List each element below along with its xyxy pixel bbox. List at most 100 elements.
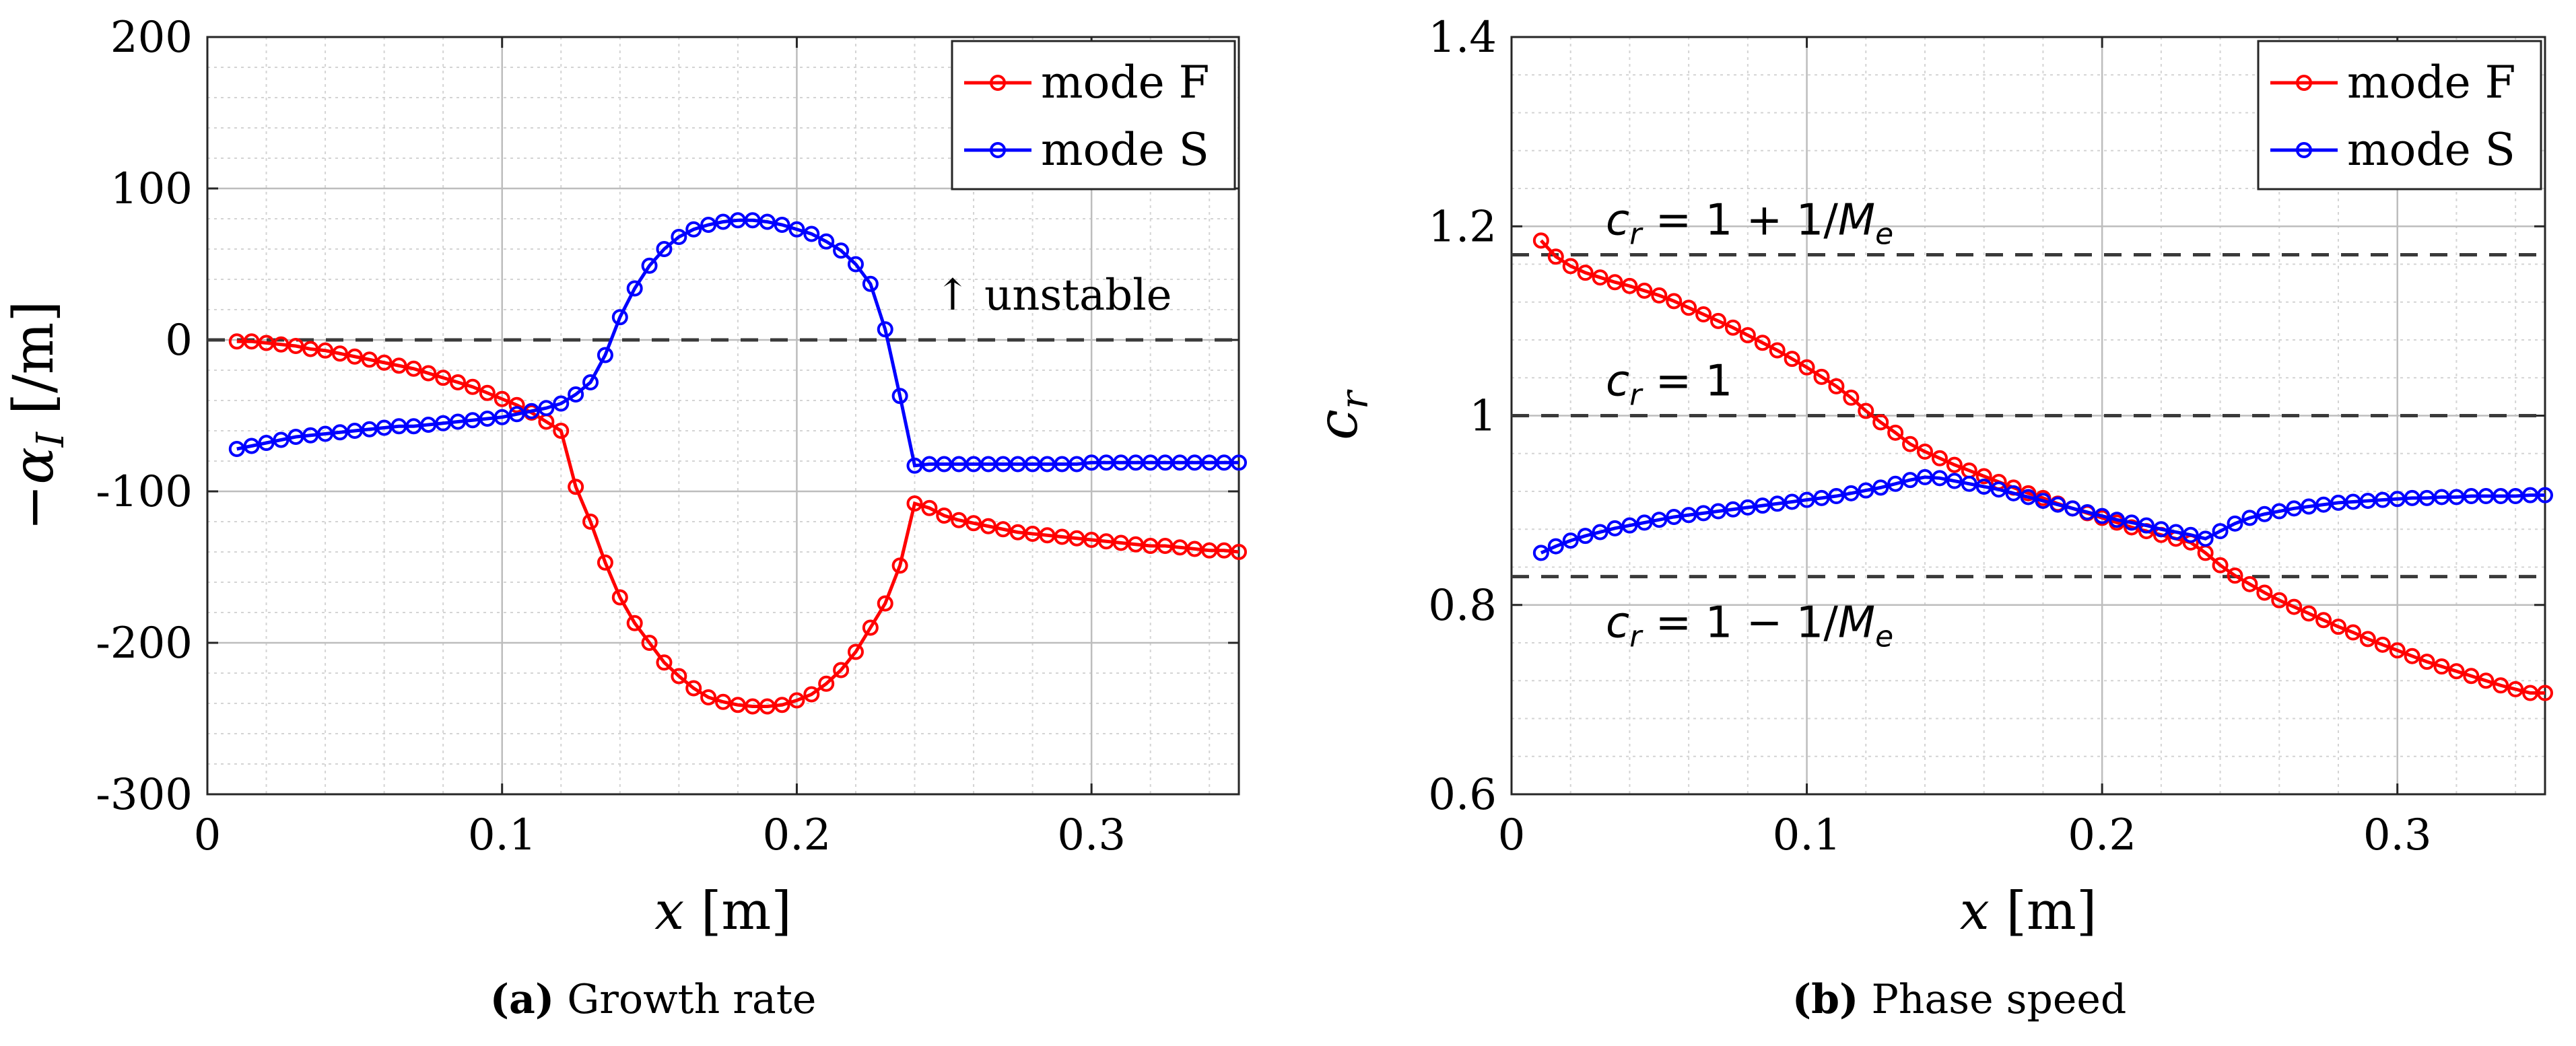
data-point bbox=[2315, 612, 2332, 629]
y-tick-label: -100 bbox=[96, 467, 193, 517]
legend-label: mode S bbox=[1041, 124, 1209, 176]
y-tick-label: 100 bbox=[110, 164, 193, 214]
data-point bbox=[1666, 293, 1683, 310]
data-point bbox=[803, 686, 820, 703]
x-tick-label: 0.3 bbox=[2363, 810, 2432, 860]
data-point bbox=[1917, 443, 1933, 460]
data-point bbox=[420, 365, 437, 382]
data-point bbox=[2256, 584, 2273, 601]
caption-a-text: Growth rate bbox=[567, 976, 817, 1023]
data-point bbox=[759, 698, 776, 715]
data-point bbox=[877, 321, 893, 338]
data-point bbox=[376, 419, 393, 436]
series-line bbox=[1540, 239, 2545, 695]
data-point bbox=[302, 427, 319, 444]
data-point bbox=[2020, 489, 2037, 505]
data-point bbox=[2079, 503, 2096, 520]
annotation-unstable: ↑ unstable bbox=[935, 271, 1172, 320]
data-point bbox=[1606, 520, 1623, 536]
data-point bbox=[2433, 658, 2450, 675]
data-point bbox=[1902, 472, 1919, 489]
data-point bbox=[2227, 515, 2243, 532]
data-point bbox=[744, 212, 761, 229]
data-point bbox=[317, 425, 334, 442]
data-point bbox=[1931, 470, 1948, 487]
data-point bbox=[464, 412, 481, 429]
data-point bbox=[2241, 576, 2258, 592]
caption-b: (b) Phase speed bbox=[1374, 969, 2545, 1030]
data-point bbox=[1547, 248, 1564, 265]
chart-b: 0 0.1 0.2 0.3 0.6 0.8 1 1.2 1.4 x [m] cr cr = 1 + 1… bbox=[1306, 13, 2553, 942]
data-point bbox=[1961, 475, 1977, 492]
data-point bbox=[1562, 258, 1579, 275]
x-tick-label: 0.3 bbox=[1057, 810, 1126, 860]
x-axis-label: x [m] bbox=[1960, 881, 2097, 942]
data-point bbox=[508, 406, 525, 423]
data-point bbox=[273, 431, 290, 448]
data-point bbox=[2478, 672, 2495, 689]
data-point bbox=[1112, 534, 1129, 551]
data-point bbox=[450, 374, 467, 390]
data-point bbox=[494, 390, 510, 407]
data-point bbox=[833, 242, 850, 259]
data-point bbox=[2124, 514, 2140, 531]
data-point bbox=[774, 697, 790, 713]
reference-line-label: cr = 1 − 1/Me bbox=[1606, 598, 1893, 654]
caption-a: (a) Growth rate bbox=[67, 969, 1239, 1030]
data-point bbox=[2094, 508, 2111, 524]
data-point bbox=[435, 370, 452, 386]
data-point bbox=[626, 280, 643, 297]
data-point bbox=[2389, 642, 2406, 659]
data-point bbox=[700, 689, 717, 705]
x-tick-label: 0.1 bbox=[468, 810, 537, 860]
data-point bbox=[891, 388, 908, 405]
data-point bbox=[1975, 478, 1992, 495]
data-point bbox=[1946, 473, 1963, 489]
data-point bbox=[951, 512, 968, 528]
series-mode-f bbox=[228, 333, 1247, 715]
data-point bbox=[1532, 232, 1549, 249]
data-point bbox=[803, 225, 820, 242]
data-point bbox=[626, 615, 643, 631]
data-point bbox=[1651, 287, 1668, 304]
x-tick-label: 0 bbox=[1498, 810, 1526, 860]
data-point bbox=[405, 360, 422, 377]
legend-label: mode F bbox=[1041, 57, 1209, 108]
data-point bbox=[1069, 456, 1085, 473]
data-point bbox=[1754, 497, 1771, 514]
data-point bbox=[994, 521, 1011, 538]
data-point bbox=[2049, 496, 2066, 513]
data-point bbox=[243, 438, 260, 454]
data-point bbox=[2182, 526, 2199, 543]
data-point bbox=[1872, 479, 1889, 496]
data-point bbox=[2537, 685, 2553, 701]
data-point bbox=[1828, 378, 1845, 394]
caption-b-label: (b) bbox=[1792, 976, 1859, 1023]
data-point bbox=[2344, 624, 2361, 641]
y-axis-label: cr bbox=[1306, 389, 1377, 440]
y-tick-label: -300 bbox=[96, 770, 193, 820]
data-point bbox=[1666, 508, 1683, 525]
data-point bbox=[1843, 485, 1860, 501]
data-point bbox=[2418, 654, 2435, 670]
x-tick-label: 0 bbox=[194, 810, 222, 860]
data-point bbox=[1231, 454, 1247, 471]
data-point bbox=[331, 424, 348, 441]
data-point bbox=[479, 384, 496, 401]
data-point bbox=[582, 514, 599, 530]
data-point bbox=[1798, 491, 1815, 508]
data-point bbox=[1902, 435, 1919, 452]
data-point bbox=[1621, 277, 1638, 294]
data-point bbox=[2153, 521, 2169, 538]
series-line bbox=[236, 339, 1240, 708]
data-point bbox=[685, 680, 702, 697]
data-point bbox=[2005, 485, 2022, 501]
data-point bbox=[479, 411, 496, 427]
data-point bbox=[391, 357, 407, 374]
data-point bbox=[582, 374, 599, 390]
data-point bbox=[2124, 519, 2140, 536]
data-point bbox=[508, 396, 525, 413]
data-point bbox=[361, 421, 378, 438]
data-point bbox=[597, 554, 613, 571]
